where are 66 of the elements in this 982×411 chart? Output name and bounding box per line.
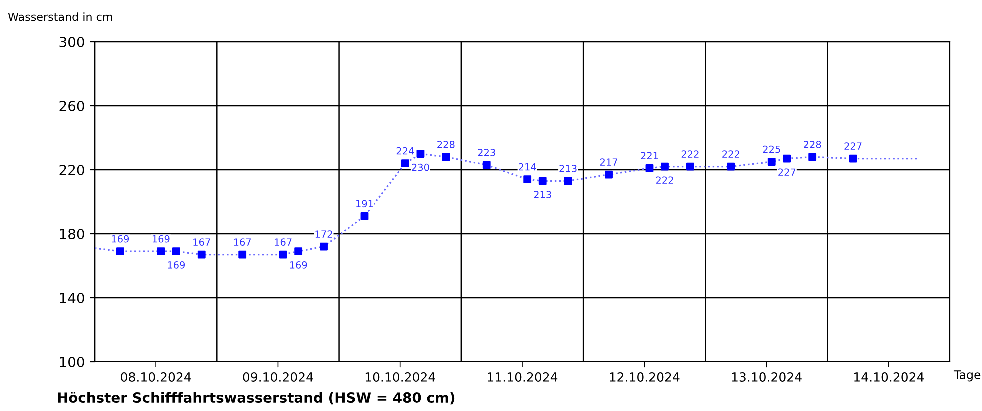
- data-label: 167: [194, 238, 210, 246]
- point: [646, 164, 654, 172]
- point: [538, 177, 547, 186]
- point: [482, 161, 491, 170]
- point: [279, 250, 288, 259]
- data-label: 213: [560, 165, 577, 172]
- data-label: 169: [168, 261, 186, 269]
- y-tick-label: 100: [60, 356, 84, 368]
- x-tick-label: 10.10.2024: [366, 372, 436, 382]
- data-label: 167: [275, 238, 292, 246]
- x-tick-label: 13.10.2024: [732, 372, 802, 382]
- x-axis-title: Tage: [954, 370, 981, 382]
- point: [768, 158, 776, 166]
- point: [605, 170, 613, 179]
- data-label: 172: [316, 230, 332, 238]
- point: [686, 162, 694, 171]
- data-label: 230: [412, 164, 430, 172]
- point: [416, 150, 425, 158]
- point: [320, 242, 328, 251]
- point: [294, 248, 303, 256]
- x-tick-label: 08.10.2024: [121, 372, 192, 382]
- data-label: 222: [656, 176, 674, 184]
- point: [661, 162, 669, 171]
- data-label: 214: [519, 163, 536, 171]
- data-label: 228: [804, 141, 822, 148]
- x-tick-label: 09.10.2024: [243, 372, 314, 382]
- x-tick-label: 11.10.2024: [488, 372, 558, 382]
- point: [727, 162, 736, 171]
- point: [564, 177, 572, 186]
- text: Höchster Schifffahrtswasserstand (HSW = 480 cm): [58, 392, 455, 405]
- y-tick-label: 300: [60, 36, 84, 48]
- data-label: 169: [152, 235, 170, 243]
- data-label: 191: [356, 200, 374, 208]
- point: [157, 248, 166, 256]
- data-label: 167: [234, 238, 252, 246]
- data-label: 169: [290, 261, 308, 269]
- point: [198, 250, 206, 259]
- data-label: 221: [641, 152, 658, 160]
- y-tick-label: 180: [60, 228, 84, 240]
- point: [808, 153, 817, 162]
- data-label: 223: [478, 149, 496, 156]
- data-label: 227: [844, 142, 862, 150]
- point: [442, 153, 450, 162]
- point: [524, 176, 532, 184]
- point: [172, 248, 180, 256]
- data-label: 222: [722, 150, 740, 158]
- point: [783, 154, 792, 163]
- data-label: 222: [682, 150, 699, 158]
- x-tick-label: 12.10.2024: [610, 372, 680, 382]
- data-label: 224: [396, 147, 414, 155]
- point: [116, 248, 124, 256]
- point: [401, 160, 410, 168]
- data-label: 228: [438, 141, 455, 148]
- y-tick-label: 220: [60, 164, 84, 176]
- data-label: 227: [778, 168, 796, 176]
- data-label: 217: [600, 158, 618, 166]
- y-axis-title: Wasserstand in cm: [8, 12, 112, 22]
- y-tick-label: 260: [60, 100, 84, 112]
- y-tick-label: 140: [60, 292, 84, 304]
- point: [238, 250, 247, 259]
- data-label: 225: [763, 146, 780, 154]
- data-label: 169: [112, 235, 130, 243]
- x-tick-label: 14.10.2024: [854, 372, 924, 382]
- point: [360, 212, 369, 220]
- point: [849, 154, 858, 163]
- data-label: 213: [534, 191, 552, 198]
